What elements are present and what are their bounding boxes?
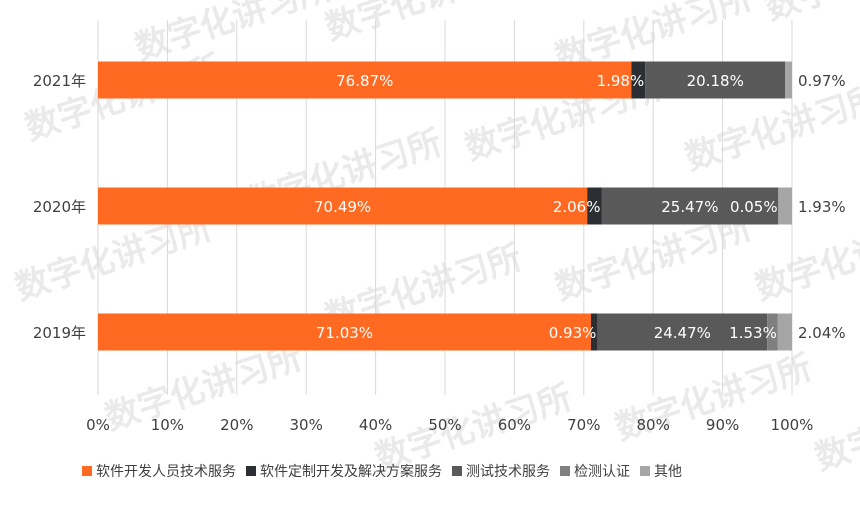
data-label: 25.47% (661, 198, 718, 216)
data-label: 2.06% (553, 198, 601, 216)
x-tick-label: 60% (498, 416, 531, 434)
x-tick-label: 10% (151, 416, 184, 434)
data-label: 1.98% (597, 72, 645, 90)
watermark-text: 数字化讲习所 (100, 337, 306, 438)
x-tick-label: 90% (706, 416, 739, 434)
legend-swatch (246, 466, 256, 476)
x-tick-label: 70% (567, 416, 600, 434)
bar-segment (597, 313, 768, 351)
bar-segment (785, 61, 792, 99)
data-label: 1.93% (798, 198, 846, 216)
bar-segment (98, 61, 632, 99)
x-tick-label: 20% (220, 416, 253, 434)
legend-entry: 软件定制开发及解决方案服务 (260, 463, 442, 480)
x-axis-ticks: 0% 10% 20% 30% 40% 50% 60% 70% 80% 90% 100% (86, 416, 813, 434)
x-tick-label: 50% (428, 416, 461, 434)
bar-segment (645, 61, 786, 99)
watermark-text: 数字化讲习所 (320, 0, 526, 49)
watermark-text: 数字化讲习所 (810, 377, 860, 478)
data-label: 70.49% (314, 198, 371, 216)
x-tick-label: 80% (637, 416, 670, 434)
bars (98, 61, 792, 351)
bar-segment (778, 187, 792, 225)
legend-entry: 测试技术服务 (466, 464, 550, 480)
bar-segment (767, 313, 778, 351)
bar-segment (631, 61, 646, 99)
bar-segment (601, 187, 779, 225)
watermark-text: 数字化讲习所 (760, 0, 860, 29)
bar-segment (590, 313, 598, 351)
data-label: 0.93% (549, 324, 597, 342)
x-tick-label: 0% (86, 416, 110, 434)
legend-swatch (82, 466, 92, 476)
data-label: 20.18% (687, 72, 744, 90)
category-label: 2021年 (33, 72, 86, 90)
legend-swatch (640, 466, 650, 476)
legend-swatch (560, 466, 570, 476)
bar-segment (778, 187, 779, 225)
legend: 软件开发人员技术服务 软件定制开发及解决方案服务 测试技术服务 检测认证 其他 (82, 463, 682, 480)
data-label: 24.47% (654, 324, 711, 342)
legend-swatch (452, 466, 462, 476)
data-label: 1.53% (729, 324, 777, 342)
x-tick-label: 30% (290, 416, 323, 434)
x-tick-label: 100% (771, 416, 814, 434)
bar-segment (98, 313, 591, 351)
bar-segment (777, 313, 792, 351)
category-labels: 2021年 2020年 2019年 (33, 72, 86, 342)
data-label: 0.97% (798, 72, 846, 90)
legend-entry: 软件开发人员技术服务 (96, 464, 236, 480)
x-tick-label: 40% (359, 416, 392, 434)
bar-segment (98, 187, 588, 225)
data-label: 2.04% (798, 324, 846, 342)
category-label: 2019年 (33, 324, 86, 342)
data-label: 71.03% (316, 324, 373, 342)
data-label: 0.05% (730, 198, 778, 216)
data-label: 76.87% (336, 72, 393, 90)
category-label: 2020年 (33, 198, 86, 216)
bar-segment (587, 187, 602, 225)
segment-labels: 76.87% 1.98% 20.18% 0.97% 70.49% 2.06% 25.47% 0… (314, 72, 846, 342)
legend-entry: 检测认证 (574, 464, 630, 480)
legend-entry: 其他 (654, 464, 682, 480)
